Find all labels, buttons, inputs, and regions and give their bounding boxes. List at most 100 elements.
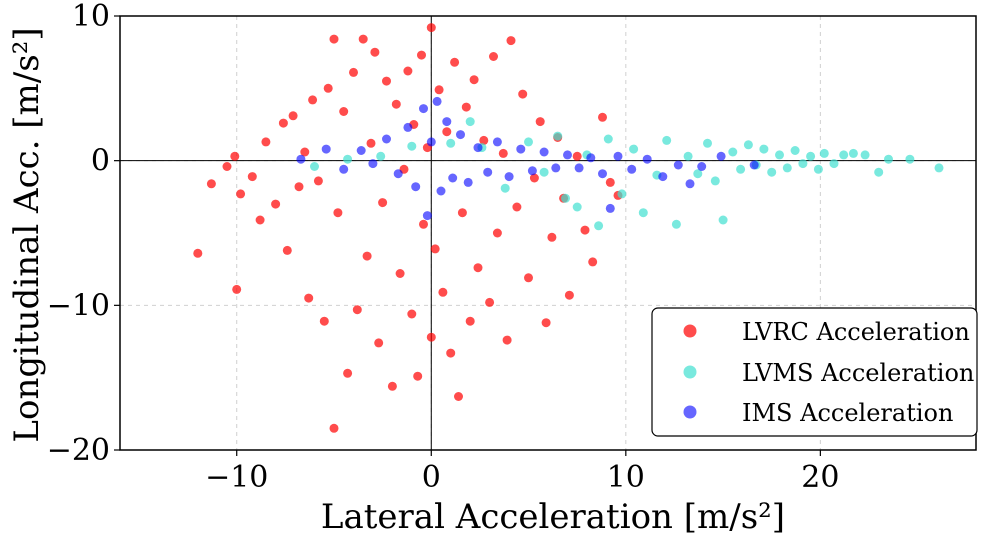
data-point	[356, 146, 366, 155]
data-point	[492, 137, 502, 147]
data-point	[527, 166, 537, 176]
data-point	[426, 137, 436, 147]
y-tick-label: 10	[72, 0, 110, 34]
data-point	[535, 117, 545, 127]
data-point	[563, 150, 572, 160]
data-point	[343, 154, 353, 164]
legend-box	[651, 307, 978, 437]
data-point	[598, 169, 607, 179]
data-point	[642, 154, 652, 164]
data-point	[387, 381, 397, 391]
data-point	[819, 148, 829, 158]
data-point	[506, 36, 516, 46]
data-point	[393, 169, 403, 179]
data-point	[282, 245, 292, 255]
data-point	[378, 198, 388, 208]
data-point	[524, 273, 533, 283]
data-point	[673, 160, 683, 170]
data-point	[370, 47, 380, 57]
data-point	[884, 154, 893, 164]
data-point	[430, 244, 440, 254]
series-ims-acceleration	[296, 96, 759, 221]
y-tick-label: 0	[91, 144, 110, 179]
data-point	[683, 151, 693, 161]
data-point	[697, 162, 707, 171]
data-point	[782, 163, 792, 173]
data-point	[403, 122, 413, 132]
data-point	[564, 290, 574, 300]
data-point	[296, 154, 306, 164]
data-point	[352, 305, 362, 315]
data-point	[703, 138, 712, 148]
data-point	[403, 66, 413, 76]
data-point	[516, 144, 526, 154]
x-axis-title: Lateral Acceleration [m/s²]	[321, 497, 785, 537]
data-point	[860, 150, 870, 160]
data-point	[255, 215, 265, 225]
data-point	[829, 159, 839, 169]
data-point	[454, 392, 463, 401]
data-point	[588, 257, 598, 267]
legend-marker-lvrc	[683, 324, 697, 338]
data-point	[232, 284, 242, 294]
data-point	[461, 102, 471, 112]
data-point	[572, 151, 582, 161]
data-point	[629, 144, 639, 154]
data-point	[193, 248, 203, 258]
data-point	[718, 215, 728, 225]
data-point	[483, 167, 493, 177]
legend-marker-lvms	[683, 365, 697, 379]
x-tick-label: 20	[801, 460, 839, 495]
data-point	[333, 208, 343, 218]
data-point	[321, 144, 331, 154]
data-point	[790, 146, 800, 155]
legend-marker-ims	[683, 405, 697, 419]
data-point	[426, 23, 436, 33]
data-point	[934, 163, 944, 173]
axis-ticks: −10 0 10 20 −20 −10 0 10	[47, 0, 840, 495]
data-point	[463, 177, 473, 187]
series-lvrc-acceleration	[193, 23, 623, 433]
data-point	[504, 172, 514, 182]
data-point	[605, 203, 615, 213]
data-point	[436, 186, 446, 196]
data-point	[434, 85, 444, 95]
data-point	[271, 199, 281, 209]
data-point	[419, 104, 428, 114]
data-point	[457, 208, 467, 218]
data-point	[236, 189, 246, 199]
data-point	[339, 107, 349, 116]
data-point	[553, 131, 563, 141]
x-tick-label: −10	[205, 460, 268, 495]
data-point	[411, 182, 421, 192]
data-point	[300, 147, 310, 157]
data-point	[512, 202, 522, 212]
data-point	[206, 179, 216, 189]
data-point	[382, 134, 391, 144]
data-point	[313, 176, 323, 186]
data-point	[574, 163, 584, 173]
data-point	[294, 182, 304, 192]
data-point	[839, 150, 849, 160]
data-point	[613, 151, 623, 161]
data-point	[502, 335, 512, 345]
data-point	[310, 162, 319, 171]
data-point	[382, 76, 391, 86]
y-axis-title: Longitudinal Acc. [m/s²]	[7, 27, 47, 442]
data-point	[547, 232, 557, 242]
data-point	[422, 211, 432, 221]
y-tick-label: −20	[47, 433, 110, 468]
data-point	[450, 57, 460, 67]
data-point	[580, 225, 590, 235]
data-point	[605, 177, 615, 187]
data-points	[193, 23, 944, 433]
data-point	[465, 117, 475, 127]
data-point	[485, 297, 495, 307]
data-point	[716, 151, 726, 161]
y-tick-label: −10	[47, 288, 110, 323]
data-point	[539, 167, 549, 177]
data-point	[407, 141, 417, 151]
x-tick-label: 10	[607, 460, 645, 495]
data-point	[419, 219, 428, 229]
data-point	[469, 75, 479, 85]
